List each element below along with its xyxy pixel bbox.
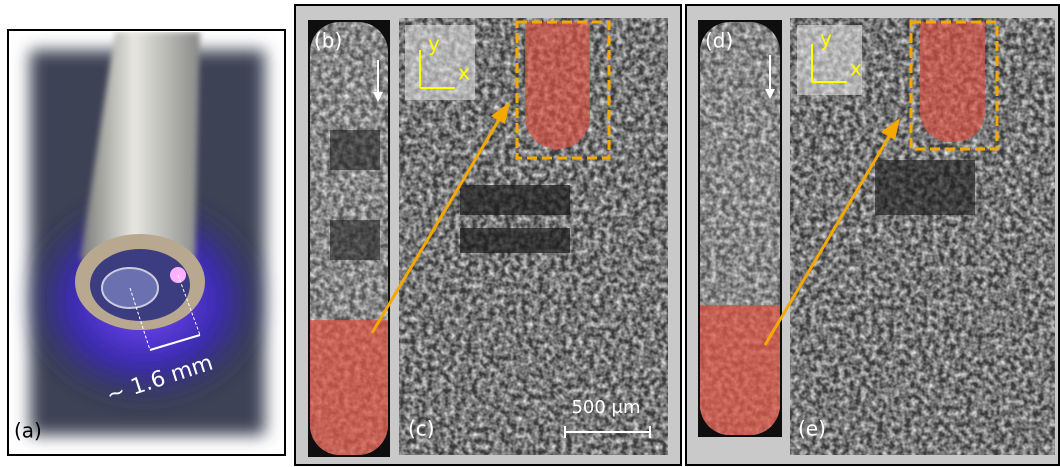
dark-band [330,220,380,260]
direction-arrowhead [765,89,775,99]
panel-a: ~ 1.6 mm (a) [7,29,286,456]
panel-bc: (b) y x 500 μm (c) [294,4,682,466]
fiber-rod [80,32,200,260]
dim-line [177,274,201,336]
dark-band [460,185,570,215]
dark-band [460,228,570,253]
panel-label: (d) [705,29,733,53]
panel-label: (b) [314,29,342,53]
panel-label: (c) [408,417,435,441]
zoom-box [909,20,999,151]
strip-image [310,22,388,455]
axis-y-label: y [428,32,440,56]
dark-band [875,160,975,215]
zoom-arrow [763,134,892,346]
axes-inset [797,25,862,95]
axis-x-label: x [458,61,470,85]
red-overlay [310,320,388,455]
panel-label: (a) [14,419,42,443]
axes-icon [419,50,455,89]
red-overlay [920,22,985,142]
dim-line [129,287,151,351]
scale-bar [564,426,651,438]
axes-icon [811,44,847,83]
photo: ~ 1.6 mm [20,32,270,435]
panel-de: (d) y x (e) [685,4,1060,466]
red-overlay [525,22,590,149]
zoom-box [515,20,611,160]
direction-arrowhead [373,92,383,102]
red-overlay [700,305,780,435]
zoom-arrowhead [491,102,510,124]
axis-y-label: y [820,27,832,51]
zoom-arrowhead [881,118,900,140]
strip-image [700,22,780,435]
dark-band [330,130,380,170]
zoom-arrow [370,117,502,334]
axis-x-label: x [850,57,862,81]
dim-arrow [149,334,201,351]
panel-label: (e) [798,417,826,441]
scale-bar-label: 500 μm [571,397,640,418]
